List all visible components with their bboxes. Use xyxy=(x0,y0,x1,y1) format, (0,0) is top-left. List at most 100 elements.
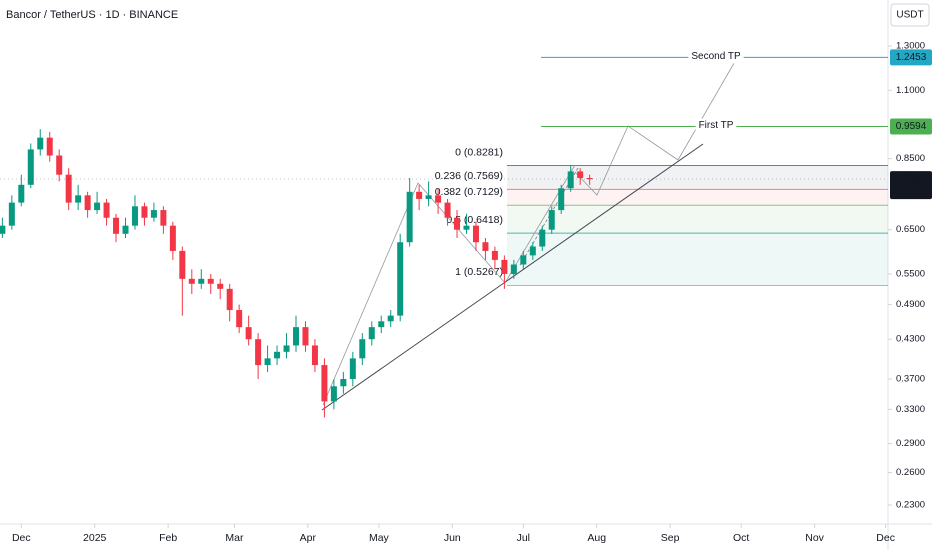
chart-title: Bancor / TetherUS · 1D · BINANCE xyxy=(6,9,178,21)
candle-body xyxy=(226,288,233,311)
candle-body xyxy=(8,202,15,226)
last-price: 0.7866 xyxy=(896,174,927,185)
candle-body xyxy=(510,264,517,274)
candle-body xyxy=(245,327,252,340)
target-price-box xyxy=(890,49,932,66)
candle-body xyxy=(293,327,299,346)
last-price-box xyxy=(890,171,932,200)
candle-body xyxy=(236,310,243,328)
fib-label: 1 (0.5267) xyxy=(455,266,503,278)
target-price-box xyxy=(890,118,932,135)
candle-body xyxy=(283,345,290,352)
target-label: Second TP xyxy=(691,51,741,62)
y-tick-label: 0.2600 xyxy=(896,467,925,478)
candle-body xyxy=(27,149,34,185)
candle-body xyxy=(207,278,214,284)
candle-body xyxy=(359,339,366,359)
x-tick-label: May xyxy=(369,532,390,544)
candle-body xyxy=(454,217,461,230)
candle-body xyxy=(274,351,281,359)
y-tick-label: 0.5500 xyxy=(896,268,925,279)
candle-body xyxy=(160,210,167,226)
candle-body xyxy=(65,174,72,203)
fib-zone xyxy=(507,233,888,286)
candle-body xyxy=(321,365,328,402)
axes: 1.3000 1.1000 0.8500 0.6500 0.5500 0.4900 0.43… xyxy=(12,41,925,544)
candle-body xyxy=(75,195,82,203)
candle-body xyxy=(330,386,337,402)
candle-body xyxy=(558,188,565,211)
candle-body xyxy=(520,255,527,265)
x-tick-label: Aug xyxy=(587,532,606,544)
candle-body xyxy=(131,206,138,226)
fib-zone xyxy=(507,205,888,234)
candle-body xyxy=(217,283,224,289)
x-tick-label: Dec xyxy=(12,532,31,544)
candle-body xyxy=(577,171,584,179)
candle-body xyxy=(113,217,120,234)
trend-line xyxy=(321,143,704,411)
candle-body xyxy=(264,358,271,366)
candle-body xyxy=(56,155,63,175)
candle-body xyxy=(472,225,479,243)
target-label-bg xyxy=(695,118,737,133)
candle-body xyxy=(150,210,157,218)
y-tick-label: 0.3300 xyxy=(896,404,925,415)
fib-label: 0.5 (0.6418) xyxy=(446,214,503,226)
candle-body xyxy=(302,327,309,346)
candle-body xyxy=(425,195,432,199)
currency-label: USDT xyxy=(896,10,923,21)
fib-zone xyxy=(507,165,888,190)
countdown: 10:01:43 xyxy=(892,186,931,197)
wave-drawing xyxy=(322,164,576,406)
fib-label: 0.382 (0.7129) xyxy=(435,186,503,198)
x-tick-label: Mar xyxy=(225,532,244,544)
x-tick-label: Feb xyxy=(159,532,177,544)
y-tick-label: 0.2300 xyxy=(896,500,925,511)
candle-body xyxy=(416,191,423,199)
candle-body xyxy=(84,195,91,211)
candle-body xyxy=(539,229,546,247)
candle-body xyxy=(122,225,129,234)
fib-label: 0.236 (0.7569) xyxy=(435,170,503,182)
candle-body xyxy=(349,358,356,380)
candle-body xyxy=(397,242,404,316)
candle-body xyxy=(141,206,148,218)
candle-body xyxy=(37,137,44,150)
y-tick-label: 0.3700 xyxy=(896,374,925,385)
fib-retracement: 0 (0.8281) 0.236 (0.7569) 0.382 (0.7129) 0.… xyxy=(435,146,888,286)
candle-body xyxy=(387,315,394,322)
candle-body xyxy=(548,210,555,230)
x-tick-label: Nov xyxy=(805,532,824,544)
candle-body xyxy=(179,250,186,279)
candle-body xyxy=(406,191,413,243)
candle-body xyxy=(188,278,195,284)
currency-box[interactable] xyxy=(890,3,930,27)
candle-body xyxy=(529,246,536,256)
x-tick-label: Jun xyxy=(444,532,461,544)
target-label: First TP xyxy=(699,120,734,131)
candle-body xyxy=(340,379,347,387)
targets: Second TP 1.2453 First TP 0.9594 0.786610:01… xyxy=(0,49,932,200)
fib-zone xyxy=(507,189,888,206)
y-tick-label: 0.2900 xyxy=(896,438,925,449)
fib-label: 0 (0.8281) xyxy=(455,146,503,158)
candle-body xyxy=(0,225,6,234)
candle-body xyxy=(368,327,375,340)
candle-body xyxy=(567,171,574,189)
y-tick-label: 1.1000 xyxy=(896,85,925,96)
candle-body xyxy=(586,178,593,180)
candle-body xyxy=(482,242,489,251)
y-tick-label: 0.6500 xyxy=(896,224,925,235)
y-tick-label: 1.3000 xyxy=(896,41,925,52)
x-tick-label: Jul xyxy=(517,532,530,544)
candle-body xyxy=(255,339,262,366)
x-tick-label: Apr xyxy=(300,532,317,544)
candle-body xyxy=(198,278,205,284)
target-price: 0.9594 xyxy=(896,121,927,132)
candle-body xyxy=(378,321,385,328)
x-tick-label: Oct xyxy=(733,532,749,544)
